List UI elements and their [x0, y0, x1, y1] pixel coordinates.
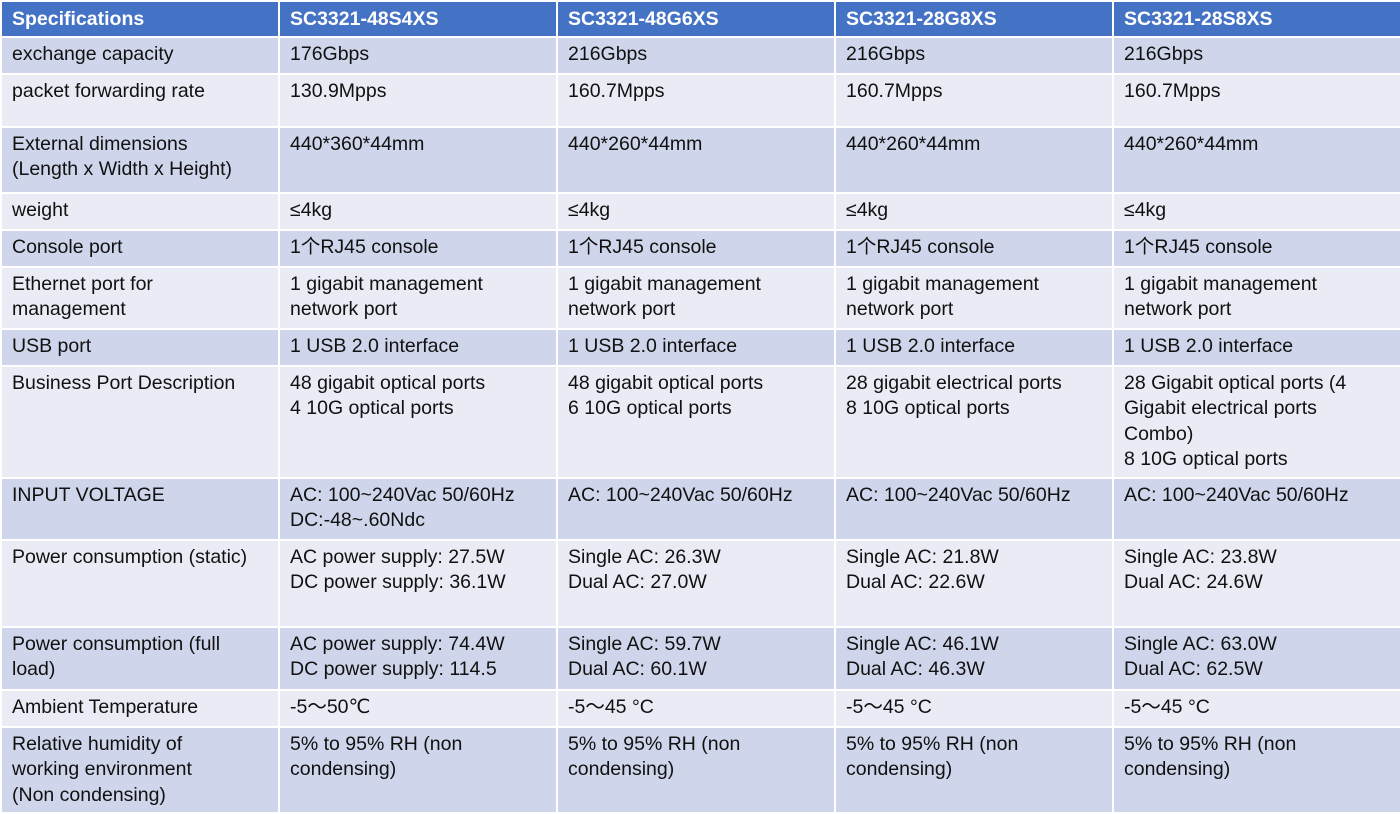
table-cell: ≤4kg [556, 191, 836, 231]
row-label: Power consumption (static) [0, 538, 280, 628]
table-cell: 440*260*44mm [834, 125, 1114, 194]
table-row: packet forwarding rate 130.9Mpps 160.7Mp… [0, 72, 1400, 128]
row-label: exchange capacity [0, 35, 280, 75]
table-row: Business Port Description 48 gigabit opt… [0, 364, 1400, 479]
table-cell: Single AC: 59.7W Dual AC: 60.1W [556, 625, 836, 691]
header-sc3321-28s8xs: SC3321-28S8XS [1112, 0, 1400, 38]
table-row: Power consumption (static) AC power supp… [0, 538, 1400, 628]
table-cell: 216Gbps [1112, 35, 1400, 75]
row-label: Relative humidity of working environment… [0, 725, 280, 814]
table-cell: 28 Gigabit optical ports (4 Gigabit elec… [1112, 364, 1400, 479]
table-cell: Single AC: 21.8W Dual AC: 22.6W [834, 538, 1114, 628]
row-label: weight [0, 191, 280, 231]
table-cell: 1 USB 2.0 interface [556, 327, 836, 367]
table-cell: 440*360*44mm [278, 125, 558, 194]
table-row: weight ≤4kg ≤4kg ≤4kg ≤4kg [0, 191, 1400, 231]
table-cell: 1 gigabit management network port [556, 265, 836, 330]
table-row: Ambient Temperature -5～50℃ -5～45 °C -5～4… [0, 688, 1400, 728]
table-cell: ≤4kg [278, 191, 558, 231]
row-label: INPUT VOLTAGE [0, 476, 280, 541]
table-cell: 160.7Mpps [1112, 72, 1400, 128]
table-cell: 28 gigabit electrical ports 8 10G optica… [834, 364, 1114, 479]
row-label: Business Port Description [0, 364, 280, 479]
header-sc3321-48g6xs: SC3321-48G6XS [556, 0, 836, 38]
table-cell: Single AC: 46.1W Dual AC: 46.3W [834, 625, 1114, 691]
table-cell: AC power supply: 27.5W DC power supply: … [278, 538, 558, 628]
table-row: External dimensions (Length x Width x He… [0, 125, 1400, 194]
table-cell: 176Gbps [278, 35, 558, 75]
table-cell: 440*260*44mm [556, 125, 836, 194]
table-cell: AC power supply: 74.4W DC power supply: … [278, 625, 558, 691]
table-cell: 1个RJ45 console [556, 228, 836, 268]
table-cell: 1 USB 2.0 interface [834, 327, 1114, 367]
row-label: External dimensions (Length x Width x He… [0, 125, 280, 194]
header-sc3321-48s4xs: SC3321-48S4XS [278, 0, 558, 38]
table-cell: AC: 100~240Vac 50/60Hz DC:-48~.60Ndc [278, 476, 558, 541]
table-cell: 1个RJ45 console [1112, 228, 1400, 268]
table-row: exchange capacity 176Gbps 216Gbps 216Gbp… [0, 35, 1400, 75]
row-label: Ambient Temperature [0, 688, 280, 728]
table-row: USB port 1 USB 2.0 interface 1 USB 2.0 i… [0, 327, 1400, 367]
table-cell: 1 gigabit management network port [1112, 265, 1400, 330]
table-header-row: Specifications SC3321-48S4XS SC3321-48G6… [0, 0, 1400, 38]
table-cell: Single AC: 26.3W Dual AC: 27.0W [556, 538, 836, 628]
table-row: Console port 1个RJ45 console 1个RJ45 conso… [0, 228, 1400, 268]
table-cell: Single AC: 63.0W Dual AC: 62.5W [1112, 625, 1400, 691]
table-cell: AC: 100~240Vac 50/60Hz [834, 476, 1114, 541]
table-row: Relative humidity of working environment… [0, 725, 1400, 814]
table-cell: 5% to 95% RH (non condensing) [556, 725, 836, 814]
row-label: Console port [0, 228, 280, 268]
table-cell: 216Gbps [834, 35, 1114, 75]
table-cell: -5～45 °C [1112, 688, 1400, 728]
table-cell: 1 USB 2.0 interface [278, 327, 558, 367]
table-cell: -5～45 °C [556, 688, 836, 728]
row-label: USB port [0, 327, 280, 367]
table-cell: 1个RJ45 console [278, 228, 558, 268]
table-cell: 216Gbps [556, 35, 836, 75]
table-cell: AC: 100~240Vac 50/60Hz [1112, 476, 1400, 541]
table-cell: 160.7Mpps [834, 72, 1114, 128]
table-row: INPUT VOLTAGE AC: 100~240Vac 50/60Hz DC:… [0, 476, 1400, 541]
table-cell: 5% to 95% RH (non condensing) [834, 725, 1114, 814]
table-cell: 48 gigabit optical ports 4 10G optical p… [278, 364, 558, 479]
table-cell: 5% to 95% RH (non condensing) [278, 725, 558, 814]
table-cell: 48 gigabit optical ports 6 10G optical p… [556, 364, 836, 479]
header-sc3321-28g8xs: SC3321-28G8XS [834, 0, 1114, 38]
header-specifications: Specifications [0, 0, 280, 38]
table-row: Power consumption (full load) AC power s… [0, 625, 1400, 691]
table-cell: -5～45 °C [834, 688, 1114, 728]
table-cell: 440*260*44mm [1112, 125, 1400, 194]
row-label: packet forwarding rate [0, 72, 280, 128]
table-cell: 160.7Mpps [556, 72, 836, 128]
table-cell: 1 gigabit management network port [834, 265, 1114, 330]
table-cell: 1个RJ45 console [834, 228, 1114, 268]
table-cell: -5～50℃ [278, 688, 558, 728]
table-cell: 1 USB 2.0 interface [1112, 327, 1400, 367]
table-cell: 1 gigabit management network port [278, 265, 558, 330]
table-cell: ≤4kg [1112, 191, 1400, 231]
table-cell: ≤4kg [834, 191, 1114, 231]
table-cell: 5% to 95% RH (non condensing) [1112, 725, 1400, 814]
table-cell: AC: 100~240Vac 50/60Hz [556, 476, 836, 541]
table-row: Ethernet port for management 1 gigabit m… [0, 265, 1400, 330]
table-cell: Single AC: 23.8W Dual AC: 24.6W [1112, 538, 1400, 628]
row-label: Ethernet port for management [0, 265, 280, 330]
row-label: Power consumption (full load) [0, 625, 280, 691]
table-cell: 130.9Mpps [278, 72, 558, 128]
